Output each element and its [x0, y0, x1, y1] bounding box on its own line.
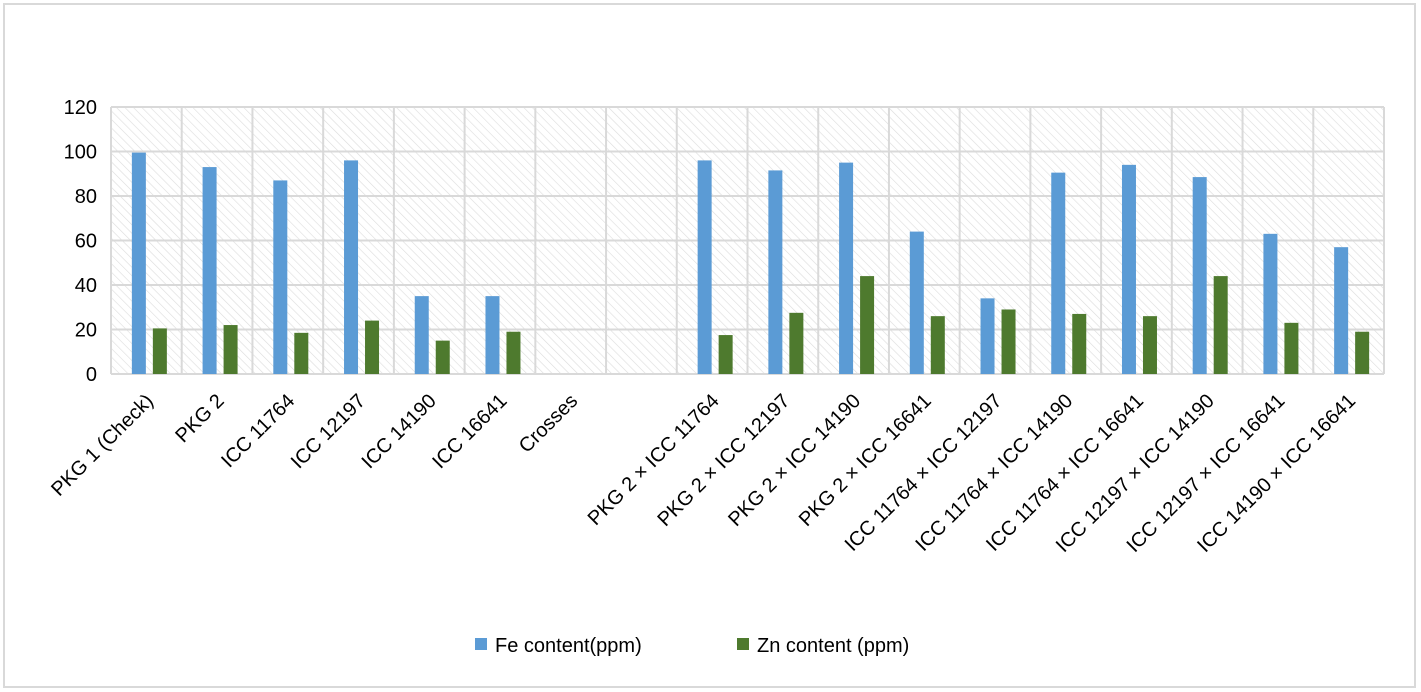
fe-bar — [414, 296, 429, 374]
fe-bar — [1121, 164, 1136, 374]
x-tick-label: PKG 2 × ICC 12197 — [653, 390, 794, 531]
zn-bar — [930, 316, 945, 374]
legend: Fe content(ppm) Zn content (ppm) — [475, 635, 909, 657]
x-tick-label: PKG 2 × ICC 16641 — [795, 390, 936, 531]
y-tick-label: 0 — [86, 364, 97, 386]
fe-bar — [839, 162, 854, 374]
fe-bar — [1263, 233, 1278, 374]
bars — [131, 152, 1370, 374]
zn-bar — [506, 331, 521, 374]
x-tick-label: ICC 11764 — [217, 390, 299, 472]
fe-bar — [202, 167, 217, 374]
fe-bar — [344, 160, 359, 374]
y-tick-label: 120 — [64, 97, 97, 119]
fe-bar — [1334, 247, 1349, 374]
zn-bar — [1213, 276, 1228, 374]
x-tick-label: ICC 14190 — [358, 390, 441, 473]
x-tick-label: PKG 2 × ICC 11764 — [584, 390, 724, 530]
x-tick-label: PKG 1 (Check) — [47, 390, 158, 501]
fe-bar — [1192, 177, 1207, 374]
zn-bar — [1001, 309, 1016, 374]
zn-bar — [294, 332, 309, 374]
x-tick-label: ICC 16641 — [428, 390, 511, 473]
zn-bar — [435, 340, 450, 374]
fe-bar — [131, 152, 146, 374]
zn-bar — [860, 276, 875, 374]
legend-swatch-zn — [737, 638, 749, 650]
x-tick-label: ICC 12197 — [287, 390, 370, 473]
y-axis-ticks: 0 20 40 60 80 100 120 — [64, 97, 97, 386]
gridlines — [110, 106, 1385, 375]
y-tick-label: 100 — [64, 142, 97, 164]
fe-bar — [697, 160, 712, 374]
y-tick-label: 20 — [75, 320, 97, 342]
x-tick-label: Crosses — [515, 390, 582, 457]
zn-bar — [223, 325, 238, 374]
y-tick-label: 60 — [75, 231, 97, 253]
zn-bar — [1284, 322, 1299, 374]
zn-bar — [1142, 316, 1157, 374]
y-tick-label: 80 — [75, 186, 97, 208]
zn-bar — [1072, 313, 1087, 374]
fe-bar — [768, 170, 783, 374]
legend-label-zn: Zn content (ppm) — [757, 635, 909, 657]
fe-bar — [980, 298, 995, 374]
zn-bar — [718, 335, 733, 374]
legend-swatch-fe — [475, 638, 487, 650]
x-tick-label: PKG 2 — [171, 390, 228, 447]
zn-bar — [789, 312, 804, 374]
fe-bar — [909, 231, 924, 374]
fe-bar — [485, 296, 500, 374]
fe-bar — [1051, 172, 1066, 374]
x-tick-label: PKG 2 × ICC 14190 — [724, 390, 865, 531]
legend-label-fe: Fe content(ppm) — [495, 635, 642, 657]
zn-bar — [365, 320, 380, 374]
fe-bar — [273, 180, 288, 374]
y-tick-label: 40 — [75, 275, 97, 297]
zn-bar — [1355, 331, 1370, 374]
zn-bar — [152, 328, 167, 374]
